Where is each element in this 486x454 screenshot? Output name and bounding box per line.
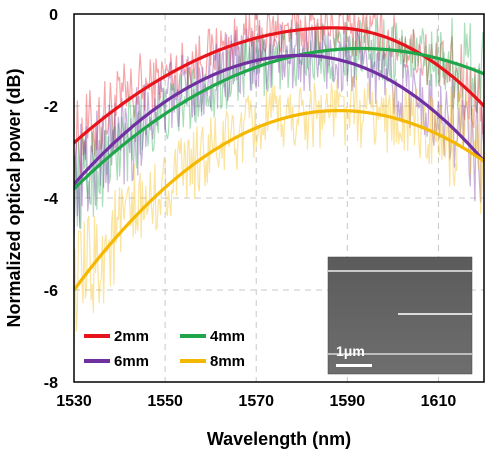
y-tick-label: -2 bbox=[44, 99, 58, 116]
legend-label-2mm: 2mm bbox=[114, 328, 149, 345]
x-axis-ticks: 1530 1550 1570 1590 1610 bbox=[56, 393, 456, 410]
sem-inset: 1μm bbox=[327, 256, 473, 375]
legend-label-4mm: 4mm bbox=[210, 328, 245, 345]
y-tick-label: -6 bbox=[44, 283, 58, 300]
y-tick-label: -8 bbox=[44, 375, 58, 392]
raw-trace-4mm bbox=[74, 16, 484, 236]
x-axis-label: Wavelength (nm) bbox=[207, 429, 351, 449]
waveguide-edge-bottom bbox=[328, 353, 472, 355]
x-tick-label: 1530 bbox=[56, 393, 92, 410]
legend: 2mm 4mm 6mm 8mm bbox=[84, 328, 245, 370]
raw-data-traces bbox=[74, 14, 484, 342]
y-tick-label: -4 bbox=[44, 191, 58, 208]
fit-curve-4mm bbox=[74, 46, 484, 191]
y-tick-label: 0 bbox=[49, 7, 58, 24]
x-tick-label: 1550 bbox=[147, 393, 183, 410]
x-tick-label: 1610 bbox=[421, 393, 457, 410]
y-axis-ticks: 0 -2 -4 -6 -8 bbox=[44, 7, 58, 392]
scale-bar-label: 1μm bbox=[336, 343, 365, 359]
waveguide-edge-top bbox=[328, 270, 472, 272]
raw-trace-6mm bbox=[74, 19, 484, 237]
fit-curves bbox=[74, 26, 484, 292]
slot-line bbox=[398, 313, 472, 315]
y-axis-label: Normalized optical power (dB) bbox=[4, 68, 24, 327]
legend-label-8mm: 8mm bbox=[210, 353, 245, 370]
fit-curve-8mm bbox=[74, 109, 484, 292]
plot-frame bbox=[73, 13, 485, 383]
fit-curve-2mm bbox=[74, 26, 484, 145]
raw-trace-2mm bbox=[74, 14, 484, 184]
raw-trace-8mm bbox=[74, 75, 484, 342]
legend-label-6mm: 6mm bbox=[114, 353, 149, 370]
fit-curve-6mm bbox=[74, 53, 484, 186]
x-tick-label: 1590 bbox=[330, 393, 366, 410]
scale-bar bbox=[336, 364, 372, 367]
x-tick-label: 1570 bbox=[238, 393, 274, 410]
